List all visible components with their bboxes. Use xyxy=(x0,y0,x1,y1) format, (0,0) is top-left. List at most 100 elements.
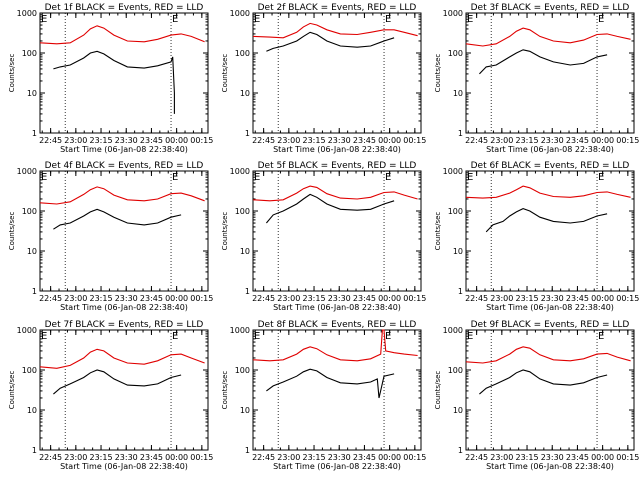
events-series-line xyxy=(53,50,175,114)
y-tick-label: 100 xyxy=(448,49,463,58)
chart-panel-det-6f: Det 6f BLACK = Events, RED = LLD 1 10 100 10… xyxy=(434,161,639,312)
y-tick-label: 100 xyxy=(235,366,250,375)
y-tick-label: 100 xyxy=(22,366,37,375)
x-tick-label: 23:30 xyxy=(541,294,564,303)
e-marker: E xyxy=(254,172,260,183)
plot-frame xyxy=(252,12,422,134)
x-tick-label: 22:45 xyxy=(39,453,62,462)
x-tick-label: 00:15 xyxy=(190,136,213,145)
x-tick-label: 23:30 xyxy=(541,136,564,145)
x-tick-label: 00:00 xyxy=(378,294,401,303)
x-axis-label: Start Time (06-Jan-08 22:38:40) xyxy=(60,145,188,154)
plot-frame xyxy=(39,12,209,134)
x-tick-label: 23:45 xyxy=(140,136,163,145)
y-tick-label: 1000 xyxy=(443,9,463,18)
x-axis-label: Start Time (06-Jan-08 22:38:40) xyxy=(486,145,614,154)
e-marker: E xyxy=(467,331,473,342)
y-tick-label: 1000 xyxy=(17,9,37,18)
x-tick-label: 23:00 xyxy=(490,136,513,145)
y-tick-label: 10 xyxy=(453,406,463,415)
y-tick-label: 1000 xyxy=(17,326,37,335)
x-tick-label: 22:45 xyxy=(465,136,488,145)
x-tick-label: 00:15 xyxy=(403,453,426,462)
e-marker: E xyxy=(172,172,178,183)
x-tick-label: 23:15 xyxy=(516,136,539,145)
e-marker: E xyxy=(41,331,47,342)
lld-series-line xyxy=(39,25,205,45)
plot-frame xyxy=(39,170,209,292)
panel-title: Det 6f BLACK = Events, RED = LLD xyxy=(471,161,630,171)
e-marker: E xyxy=(598,172,604,183)
e-marker: E xyxy=(254,331,260,342)
e-marker: E xyxy=(41,14,47,25)
plot-frame xyxy=(39,329,209,451)
y-tick-label: 10 xyxy=(240,406,250,415)
x-tick-label: 00:00 xyxy=(591,136,614,145)
y-tick-label: 1 xyxy=(245,287,250,296)
x-tick-label: 00:00 xyxy=(591,453,614,462)
y-tick-label: 1 xyxy=(245,129,250,138)
x-tick-label: 23:15 xyxy=(303,453,326,462)
x-tick-label: 22:45 xyxy=(39,294,62,303)
x-tick-label: 00:00 xyxy=(591,294,614,303)
e-marker: E xyxy=(598,14,604,25)
x-tick-label: 23:00 xyxy=(64,136,87,145)
x-tick-label: 23:00 xyxy=(490,453,513,462)
y-tick-label: 1 xyxy=(32,129,37,138)
x-tick-label: 23:15 xyxy=(516,453,539,462)
y-tick-label: 1000 xyxy=(230,9,250,18)
events-series-line xyxy=(53,208,182,230)
x-tick-label: 23:45 xyxy=(353,136,376,145)
x-tick-label: 23:15 xyxy=(90,136,113,145)
panel-title: Det 5f BLACK = Events, RED = LLD xyxy=(258,161,417,171)
lld-series-line xyxy=(465,346,631,364)
x-axis-label: Start Time (06-Jan-08 22:38:40) xyxy=(486,462,614,471)
lld-series-line xyxy=(465,185,631,199)
chart-panel-det-8f: Det 8f BLACK = Events, RED = LLD 1 10 100 10… xyxy=(221,320,426,471)
x-tick-label: 00:15 xyxy=(403,136,426,145)
x-tick-label: 22:45 xyxy=(465,453,488,462)
x-axis-label: Start Time (06-Jan-08 22:38:40) xyxy=(273,462,401,471)
events-series-line xyxy=(479,369,608,395)
x-tick-label: 23:30 xyxy=(115,453,138,462)
e-marker: E xyxy=(254,14,260,25)
y-tick-label: 1000 xyxy=(230,167,250,176)
x-tick-label: 22:45 xyxy=(39,136,62,145)
plot-frame xyxy=(252,170,422,292)
x-tick-label: 23:15 xyxy=(516,294,539,303)
lld-series-line xyxy=(465,27,631,47)
y-axis-label: Counts/sec xyxy=(8,54,16,93)
x-axis-label: Start Time (06-Jan-08 22:38:40) xyxy=(273,145,401,154)
events-series-line xyxy=(266,368,395,399)
x-tick-label: 00:15 xyxy=(616,453,639,462)
e-marker: E xyxy=(385,172,391,183)
lld-series-line xyxy=(252,329,418,362)
x-tick-label: 23:45 xyxy=(566,453,589,462)
e-marker: E xyxy=(41,172,47,183)
x-tick-label: 23:15 xyxy=(90,294,113,303)
events-series-line xyxy=(265,193,395,224)
events-series-line xyxy=(266,31,395,52)
y-tick-label: 1000 xyxy=(443,167,463,176)
y-tick-label: 100 xyxy=(448,366,463,375)
y-tick-label: 100 xyxy=(448,207,463,216)
plot-frame xyxy=(252,329,422,451)
x-tick-label: 23:00 xyxy=(277,294,300,303)
x-tick-label: 23:45 xyxy=(566,136,589,145)
x-tick-label: 00:00 xyxy=(165,453,188,462)
x-axis-label: Start Time (06-Jan-08 22:38:40) xyxy=(60,303,188,312)
chart-panel-det-4f: Det 4f BLACK = Events, RED = LLD 1 10 100 10… xyxy=(8,161,213,312)
plot-frame xyxy=(465,329,635,451)
y-axis-label: Counts/sec xyxy=(221,371,229,410)
x-tick-label: 23:00 xyxy=(64,294,87,303)
panel-title: Det 3f BLACK = Events, RED = LLD xyxy=(471,3,630,13)
y-tick-label: 10 xyxy=(453,247,463,256)
y-tick-label: 100 xyxy=(22,49,37,58)
x-tick-label: 23:45 xyxy=(353,294,376,303)
x-tick-label: 23:00 xyxy=(490,294,513,303)
x-tick-label: 00:00 xyxy=(378,136,401,145)
panel-title: Det 9f BLACK = Events, RED = LLD xyxy=(471,320,630,330)
y-axis-label: Counts/sec xyxy=(221,54,229,93)
x-tick-label: 00:15 xyxy=(616,294,639,303)
